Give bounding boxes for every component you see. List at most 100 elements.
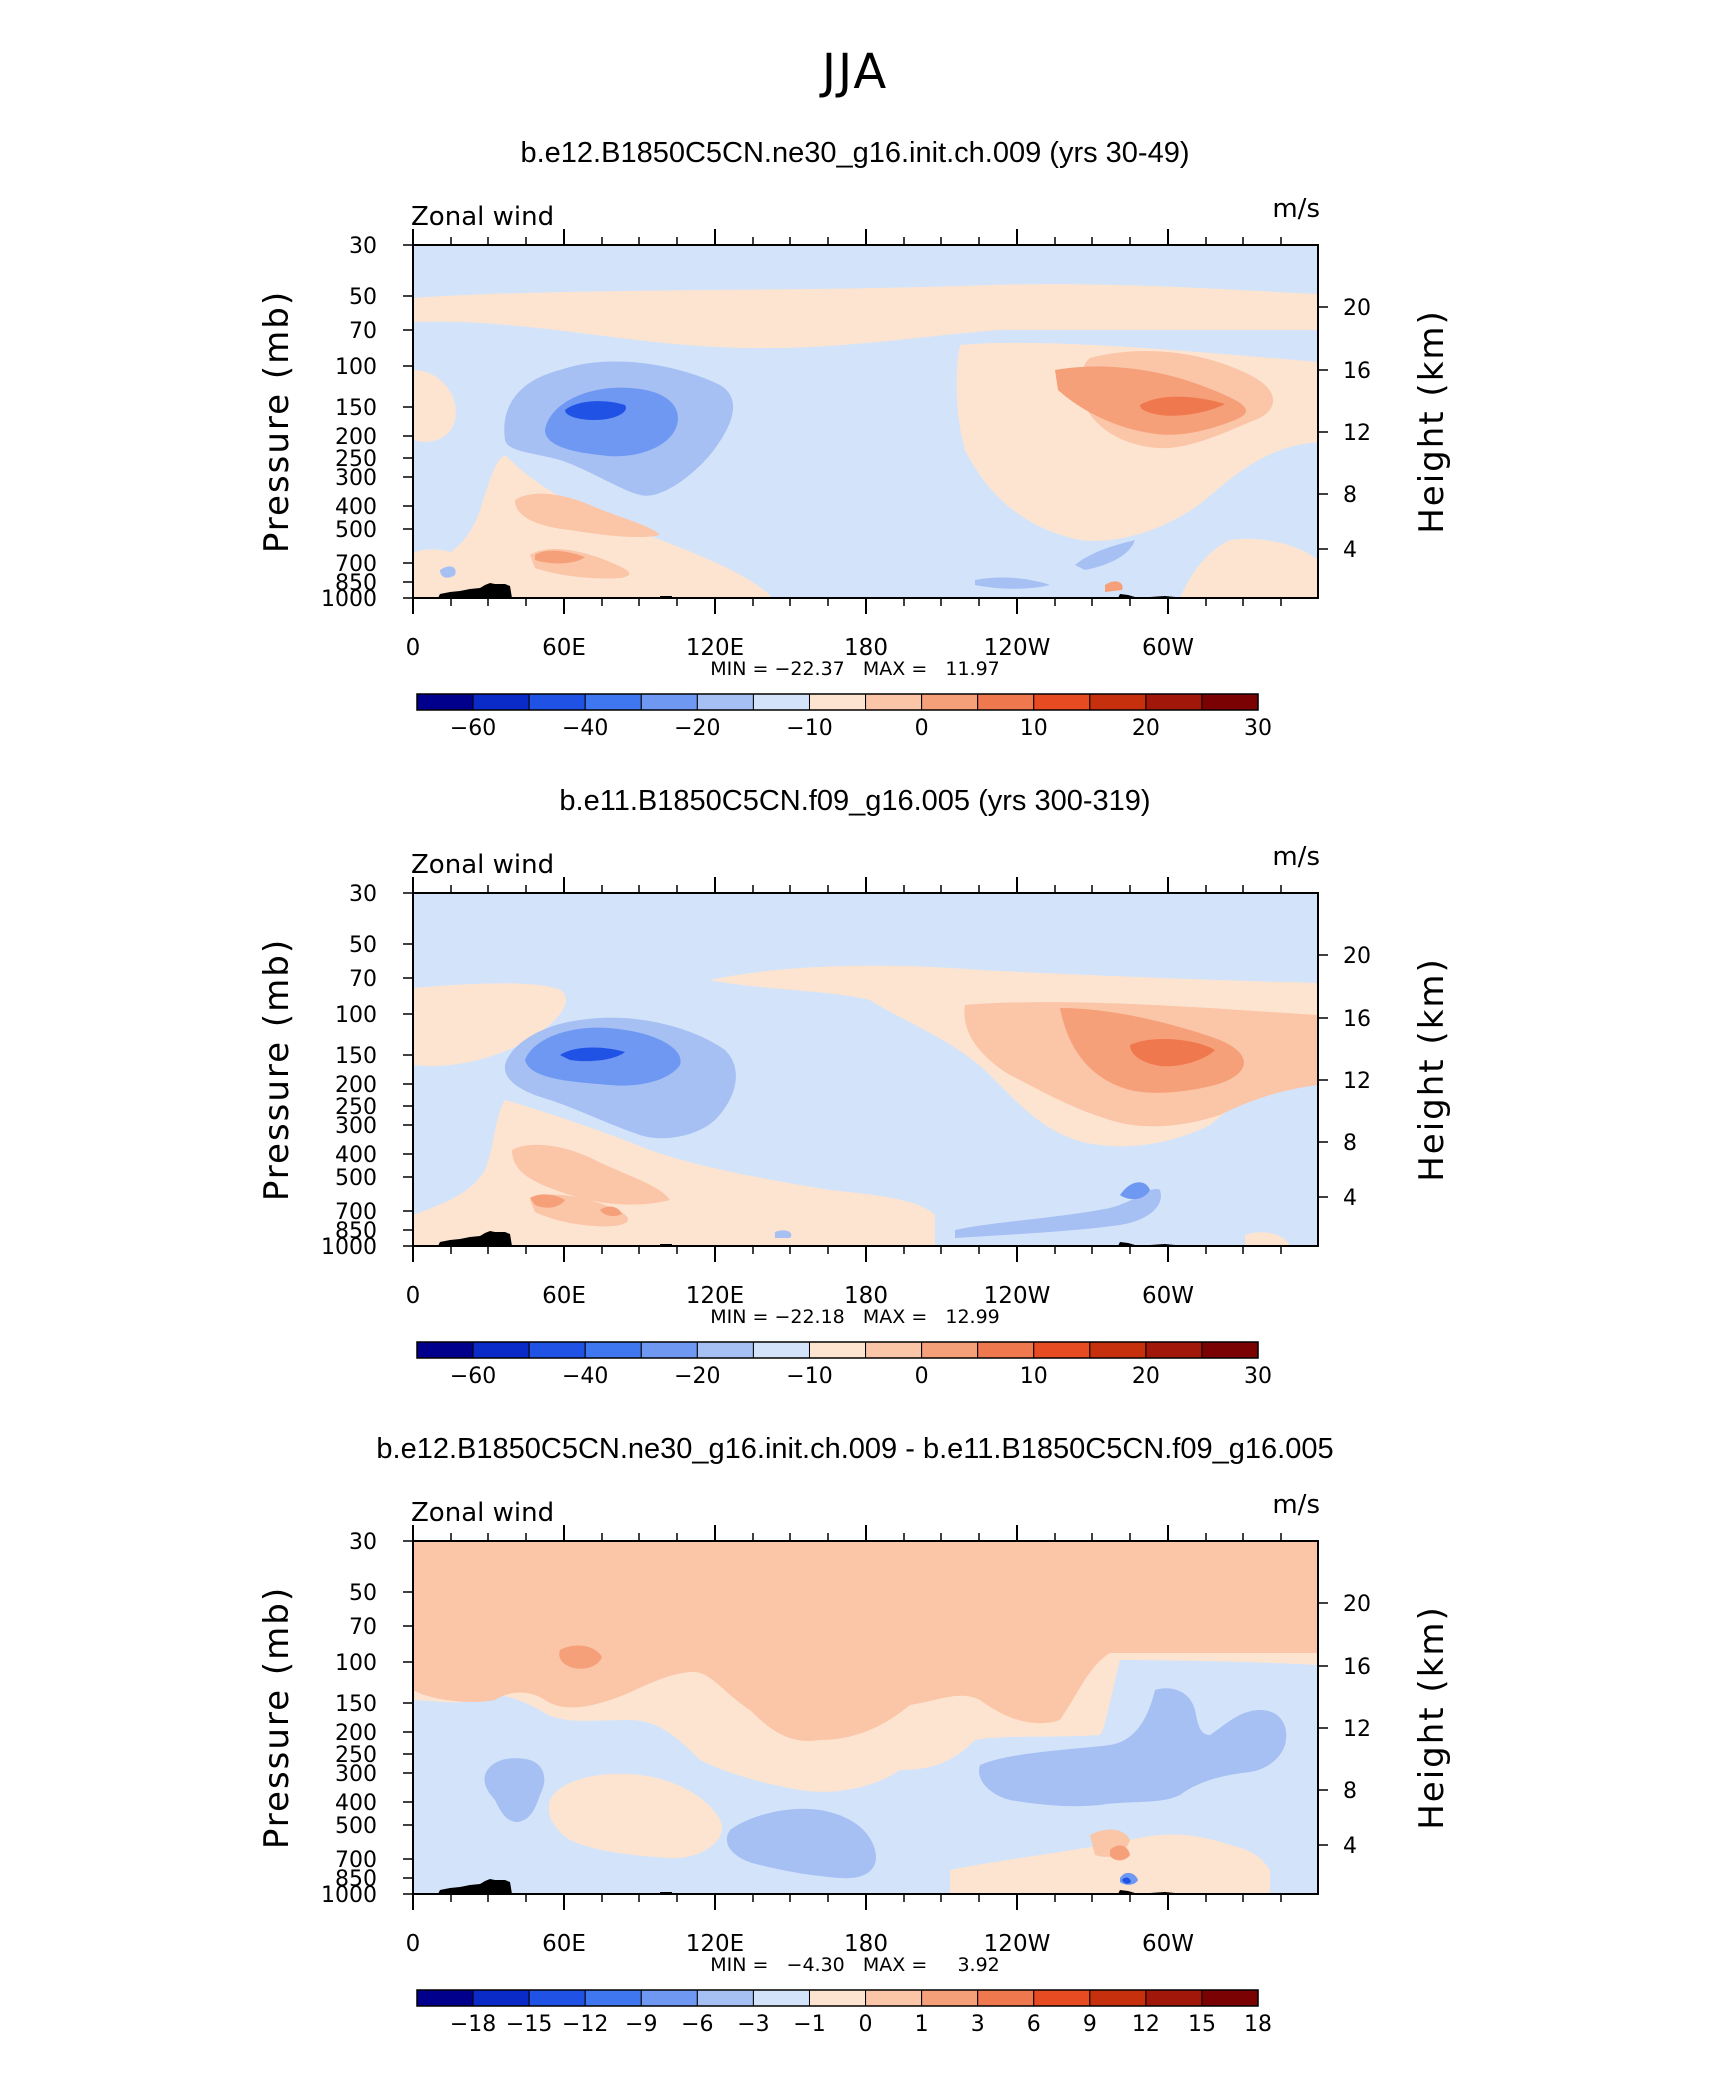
colorbar-swatch [808,1989,867,2007]
y-tick-label: 30 [349,1530,377,1555]
y-right-tick-label: 4 [1343,1834,1357,1859]
y-tick-label: 50 [349,1581,377,1606]
panel-2-title: b.e11.B1850C5CN.f09_g16.005 (yrs 300-319… [559,785,1150,817]
colorbar-label: −18 [450,2012,496,2037]
colorbar-label: −10 [786,716,832,741]
colorbar-swatch [921,1341,979,1359]
y-right-tick-label: 12 [1343,1717,1371,1742]
colorbar-swatch [865,693,923,711]
colorbar-swatch [528,1989,586,2007]
colorbar-swatch [1145,693,1203,711]
panel-2-left-label: Zonal wind [411,850,554,880]
colorbar-label: −15 [506,2012,552,2037]
y-tick-label: 250 [335,447,377,472]
colorbar-swatch [752,693,810,711]
panel-3-stats: MIN = −4.30 MAX = 3.92 [710,1954,1000,1976]
y-tick-label: 1000 [321,1235,377,1260]
colorbar-label: 20 [1132,716,1160,741]
x-tick-label: 120W [984,635,1051,661]
panel-1-y-ticks-right: 20 16 12 8 4 [1318,296,1371,563]
y-tick-label: 150 [335,1044,377,1069]
colorbar-label: −60 [450,1364,496,1389]
x-tick-label: 0 [406,1931,421,1957]
x-tick-label: 60E [542,1283,586,1309]
colorbar-label: 10 [1020,1364,1048,1389]
colorbar-swatch [472,1341,530,1359]
panel-3-colorbar: −18 −15 −12 −9 −6 −3 −1 0 1 3 6 9 12 15 … [416,1989,1272,2037]
colorbar-swatch [808,693,867,711]
colorbar-label: −10 [786,1364,832,1389]
panel-1-stats: MIN = −22.37 MAX = 11.97 [710,658,1000,680]
colorbar-swatch [640,1989,698,2007]
panel-1-contours [413,245,1318,598]
colorbar-swatch [865,1341,923,1359]
panel-3-ylabel: Pressure (mb) [257,1586,297,1849]
x-tick-label: 180 [844,635,888,661]
colorbar-label: 1 [915,2012,929,2037]
panel-3: b.e12.B1850C5CN.ne30_g16.init.ch.009 - b… [257,1433,1452,2037]
colorbar-swatch [808,1341,867,1359]
panel-1: b.e12.B1850C5CN.ne30_g16.init.ch.009 (yr… [257,137,1452,741]
colorbar-swatch [752,1341,810,1359]
y-tick-label: 250 [335,1095,377,1120]
panel-3-contours [413,1541,1318,1894]
colorbar-label: −6 [681,2012,713,2037]
colorbar-swatch [416,1989,474,2007]
colorbar-swatch [1145,1989,1203,2007]
panel-2-ylabel: Pressure (mb) [257,938,297,1201]
colorbar-swatch [752,1989,810,2007]
x-tick-label: 120W [984,1931,1051,1957]
colorbar-swatch [528,1341,586,1359]
y-tick-label: 1000 [321,1883,377,1908]
y-right-tick-label: 16 [1343,359,1371,384]
colorbar-swatch [1089,1989,1147,2007]
panel-1-units-label: m/s [1272,194,1320,224]
colorbar-label: 30 [1244,716,1272,741]
y-right-tick-label: 8 [1343,483,1357,508]
colorbar-swatch [1033,693,1091,711]
x-tick-label: 60E [542,1931,586,1957]
y-right-tick-label: 4 [1343,538,1357,563]
panel-2: b.e11.B1850C5CN.f09_g16.005 (yrs 300-319… [257,785,1452,1389]
colorbar-label: −1 [793,2012,825,2037]
panel-3-title: b.e12.B1850C5CN.ne30_g16.init.ch.009 - b… [376,1433,1333,1465]
colorbar-swatch [528,693,586,711]
y-tick-label: 300 [335,1114,377,1139]
y-right-tick-label: 12 [1343,421,1371,446]
x-tick-label: 60W [1142,1283,1194,1309]
colorbar-swatch [472,693,530,711]
y-right-tick-label: 12 [1343,1069,1371,1094]
colorbar-label: 0 [915,716,929,741]
y-right-tick-label: 16 [1343,1007,1371,1032]
colorbar-swatch [696,693,754,711]
x-tick-label: 60W [1142,1931,1194,1957]
colorbar-label: 0 [859,2012,873,2037]
y-tick-label: 30 [349,882,377,907]
y-tick-label: 200 [335,1073,377,1098]
colorbar-swatch [640,1341,698,1359]
x-tick-label: 180 [844,1283,888,1309]
panel-2-contours [413,893,1318,1246]
panel-2-ylabel-right: Height (km) [1412,957,1452,1182]
y-tick-label: 500 [335,518,377,543]
y-right-tick-label: 20 [1343,296,1371,321]
colorbar-label: 9 [1083,2012,1097,2037]
colorbar-label: 20 [1132,1364,1160,1389]
x-tick-label: 0 [406,1283,421,1309]
panel-1-colorbar: −60 −40 −20 −10 0 10 20 30 [416,693,1272,741]
colorbar-swatch [696,1341,754,1359]
y-tick-label: 400 [335,1143,377,1168]
y-tick-label: 250 [335,1743,377,1768]
y-tick-label: 100 [335,1003,377,1028]
panel-2-units-label: m/s [1272,842,1320,872]
x-tick-label: 120E [686,1283,744,1309]
panel-1-x-ticks: 0 60E 120E 180 120W 60W [406,229,1282,661]
colorbar-swatch [1033,1989,1091,2007]
panel-2-x-ticks: 0 60E 120E 180 120W 60W [406,877,1282,1309]
y-tick-label: 500 [335,1814,377,1839]
panel-3-y-ticks-right: 20 16 12 8 4 [1318,1592,1371,1859]
y-tick-label: 70 [349,1615,377,1640]
x-tick-label: 120E [686,1931,744,1957]
y-tick-label: 100 [335,1651,377,1676]
